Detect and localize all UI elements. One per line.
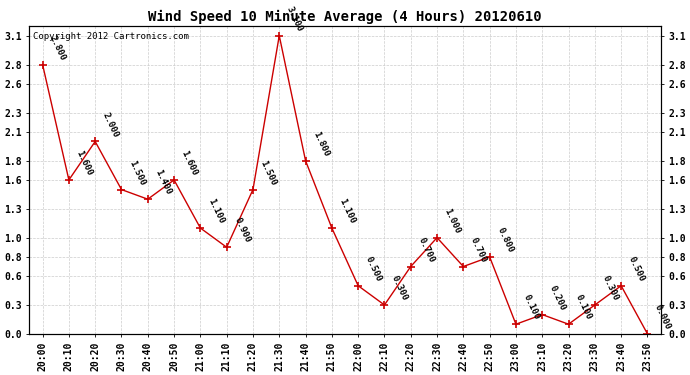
Text: 0.300: 0.300: [600, 274, 620, 302]
Title: Wind Speed 10 Minute Average (4 Hours) 20120610: Wind Speed 10 Minute Average (4 Hours) 2…: [148, 9, 542, 24]
Text: 0.800: 0.800: [495, 226, 515, 254]
Text: 0.500: 0.500: [627, 255, 647, 283]
Text: 2.000: 2.000: [101, 111, 120, 139]
Text: 0.100: 0.100: [522, 293, 541, 321]
Text: 1.500: 1.500: [259, 159, 278, 187]
Text: 1.100: 1.100: [206, 197, 226, 225]
Text: 1.500: 1.500: [127, 159, 146, 187]
Text: 0.300: 0.300: [390, 274, 410, 302]
Text: 0.200: 0.200: [548, 284, 567, 312]
Text: Copyright 2012 Cartronics.com: Copyright 2012 Cartronics.com: [32, 32, 188, 41]
Text: 3.100: 3.100: [285, 5, 304, 33]
Text: 0.100: 0.100: [574, 293, 593, 321]
Text: 1.100: 1.100: [337, 197, 357, 225]
Text: 0.500: 0.500: [364, 255, 383, 283]
Text: 1.600: 1.600: [179, 149, 199, 177]
Text: 2.800: 2.800: [48, 34, 68, 62]
Text: 1.600: 1.600: [75, 149, 94, 177]
Text: 1.800: 1.800: [311, 130, 331, 158]
Text: 0.000: 0.000: [653, 303, 673, 331]
Text: 1.000: 1.000: [442, 207, 462, 235]
Text: 1.400: 1.400: [153, 168, 172, 196]
Text: 0.900: 0.900: [233, 216, 252, 244]
Text: 0.700: 0.700: [469, 236, 489, 264]
Text: 0.700: 0.700: [416, 236, 436, 264]
